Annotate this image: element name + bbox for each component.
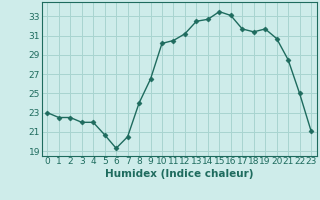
X-axis label: Humidex (Indice chaleur): Humidex (Indice chaleur) — [105, 169, 253, 179]
